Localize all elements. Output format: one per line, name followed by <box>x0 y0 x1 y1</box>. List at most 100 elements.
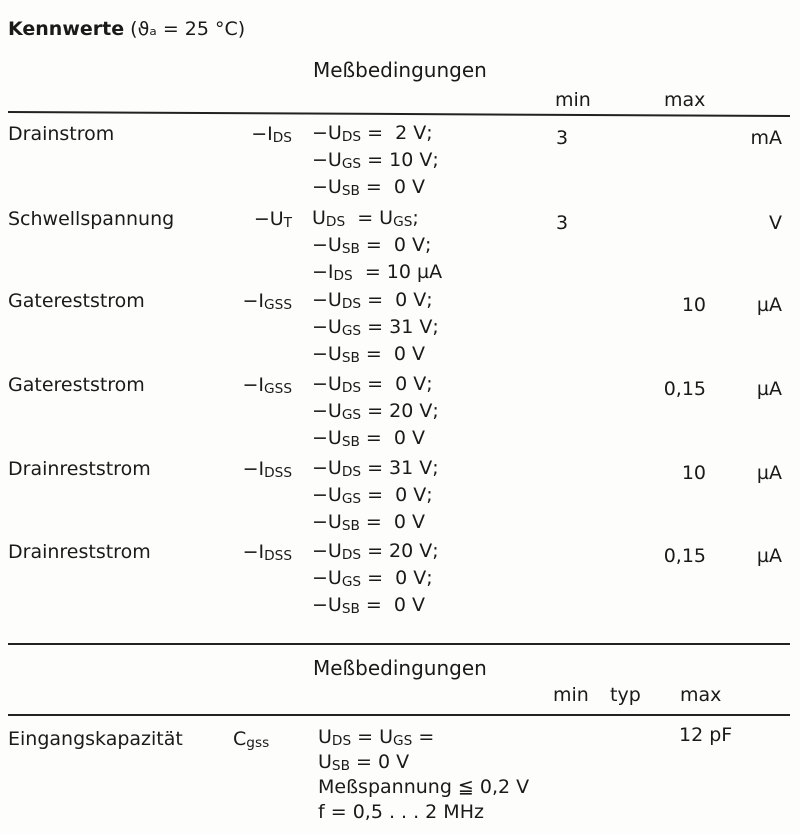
unit: µA <box>756 294 782 316</box>
condition-line: −UGS = 31 V; <box>312 314 439 341</box>
text: = U <box>351 726 394 748</box>
condition-line: −UGS = 20 V; <box>312 398 439 425</box>
subscript: DS <box>272 130 292 147</box>
subscript: DS <box>333 268 353 285</box>
subscript: DS <box>341 464 362 481</box>
text: = 0 V <box>359 511 426 533</box>
unit: mA <box>750 127 782 149</box>
subscript: GS <box>341 574 362 591</box>
subscript: GS <box>393 733 413 750</box>
condition-line: UDS = UGS; <box>312 205 442 232</box>
parameter-symbol: Cgss <box>233 728 269 751</box>
condition-line: −USB = 0 V; <box>312 232 442 259</box>
text: −U <box>312 149 342 171</box>
subscript: GS <box>341 323 362 340</box>
title-condition: (ϑₐ = 25 °C) <box>130 18 246 40</box>
unit: V <box>769 212 782 234</box>
condition-line: −UGS = 0 V; <box>312 482 439 509</box>
text: −U <box>253 208 284 230</box>
max-value: 0,15 <box>663 545 706 567</box>
parameter-symbol: −IDSS <box>212 458 292 481</box>
conditions-header-2: Meßbedingungen <box>313 656 487 680</box>
text: −U <box>312 234 342 256</box>
subscript: DS <box>325 214 346 231</box>
text: = 0 V <box>359 594 426 616</box>
condition-line: UDS = UGS = <box>318 725 529 750</box>
text: = U <box>345 207 394 229</box>
condition-line: −UDS = 0 V; <box>312 371 439 398</box>
subscript: GSS <box>264 297 292 314</box>
parameter-name: Gatereststrom <box>8 374 145 396</box>
text: −U <box>312 176 342 198</box>
parameter-name: Drainstrom <box>8 123 115 145</box>
text: = 0 V <box>349 751 410 773</box>
text: −U <box>312 289 342 311</box>
condition-line: −UGS = 10 V; <box>312 147 439 174</box>
text: U <box>318 751 332 773</box>
parameter-symbol: −IGSS <box>212 290 292 313</box>
text: = 10 µA <box>352 261 443 283</box>
title-bold: Kennwerte <box>8 18 125 40</box>
max-value: 10 <box>681 462 706 484</box>
subscript: DS <box>341 296 362 313</box>
subscript: GS <box>341 491 362 508</box>
text: = 0 V; <box>361 373 433 395</box>
text: U <box>312 207 326 229</box>
condition-line: −USB = 0 V <box>312 341 439 368</box>
condition-line: −UDS = 31 V; <box>312 455 439 482</box>
section-title: Kennwerte (ϑₐ = 25 °C) <box>8 18 245 40</box>
subscript: SB <box>341 601 360 618</box>
text: −U <box>312 594 342 616</box>
text: U <box>318 726 332 748</box>
text: −U <box>312 484 342 506</box>
condition-line: −UGS = 0 V; <box>312 565 439 592</box>
condition-line: −USB = 0 V <box>312 425 439 452</box>
text: = 31 V; <box>361 457 439 479</box>
conditions: −UDS = 2 V; −UGS = 10 V; −USB = 0 V <box>312 120 439 201</box>
conditions: UDS = UGS; −USB = 0 V; −IDS = 10 µA <box>312 205 442 286</box>
text: −I <box>312 261 334 283</box>
subscript: SB <box>341 241 360 258</box>
parameter-symbol: −IGSS <box>212 374 292 397</box>
subscript: SB <box>341 518 360 535</box>
subscript: GS <box>341 156 362 173</box>
typ-header-2: typ <box>610 684 641 706</box>
condition-line: −USB = 0 V <box>312 509 439 536</box>
text: −U <box>312 540 342 562</box>
text: −I <box>242 541 265 563</box>
min-value: 3 <box>556 212 569 234</box>
condition-line: Meßspannung ≦ 0,2 V <box>318 775 529 800</box>
parameter-name: Eingangskapazität <box>8 728 183 750</box>
parameter-symbol: −IDSS <box>212 541 292 564</box>
condition-line: −USB = 0 V <box>312 174 439 201</box>
subscript: DS <box>341 129 362 146</box>
text: = 20 V; <box>361 540 439 562</box>
text: −U <box>312 457 342 479</box>
section-rule <box>8 643 790 645</box>
text: −I <box>251 123 273 145</box>
text: −I <box>242 374 265 396</box>
text: = 0 V <box>359 176 426 198</box>
conditions: −UDS = 20 V; −UGS = 0 V; −USB = 0 V <box>312 538 439 619</box>
text: = 31 V; <box>361 316 439 338</box>
text: −U <box>312 373 342 395</box>
subscript: T <box>283 215 292 232</box>
text: −U <box>312 427 342 449</box>
min-header-2: min <box>553 684 589 706</box>
unit: µA <box>756 378 782 400</box>
text: = 0 V; <box>361 567 433 589</box>
text: ; <box>412 207 419 229</box>
parameter-symbol: −IDS <box>212 123 292 146</box>
parameter-name: Gatereststrom <box>8 290 145 312</box>
condition-line: −UDS = 20 V; <box>312 538 439 565</box>
text: −U <box>312 343 342 365</box>
condition-line: −UDS = 0 V; <box>312 287 439 314</box>
text: −I <box>242 290 265 312</box>
text: −U <box>312 567 342 589</box>
conditions-header: Meßbedingungen <box>313 58 487 82</box>
unit: µA <box>756 462 782 484</box>
parameter-name: Drainreststrom <box>8 458 151 480</box>
condition-line: f = 0,5 . . . 2 MHz <box>318 800 529 825</box>
max-value: 0,15 <box>663 378 706 400</box>
